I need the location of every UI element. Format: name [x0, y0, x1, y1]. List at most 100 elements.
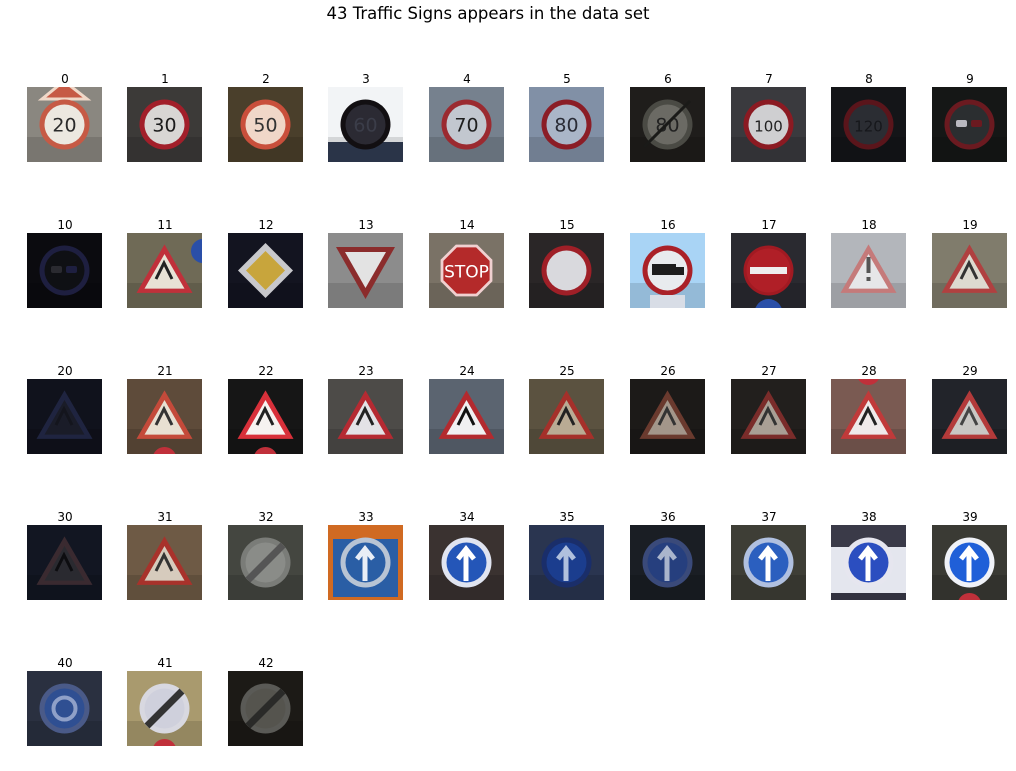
sign-image-4: 70	[429, 87, 504, 162]
sign-class-label: 38	[861, 510, 877, 524]
sign-cell-29: 29	[932, 363, 1008, 454]
sign-class-label: 8	[865, 72, 873, 86]
sign-class-label: 23	[358, 364, 374, 378]
sign-cell-0: 0 20	[27, 71, 103, 162]
svg-text:50: 50	[253, 115, 277, 137]
sign-class-label: 26	[660, 364, 676, 378]
sign-cell-12: 12	[228, 217, 304, 308]
sign-thumbnail	[731, 379, 806, 454]
sign-cell-41: 41	[127, 655, 203, 746]
sign-class-label: 11	[157, 218, 173, 232]
sign-thumbnail	[529, 525, 604, 600]
sign-cell-1: 1 30	[127, 71, 203, 162]
sign-thumbnail	[328, 525, 403, 600]
sign-cell-23: 23	[328, 363, 404, 454]
sign-thumbnail	[127, 379, 202, 454]
sign-thumbnail	[127, 233, 202, 308]
sign-class-label: 24	[459, 364, 475, 378]
sign-class-label: 6	[664, 72, 672, 86]
sign-thumbnail	[328, 379, 403, 454]
sign-cell-24: 24	[429, 363, 505, 454]
sign-thumbnail	[932, 233, 1007, 308]
sign-class-label: 39	[962, 510, 978, 524]
sign-cell-7: 7 100	[731, 71, 807, 162]
sign-image-31	[127, 525, 202, 600]
sign-image-21	[127, 379, 202, 454]
sign-class-label: 33	[358, 510, 374, 524]
sign-cell-39: 39	[932, 509, 1008, 600]
sign-class-label: 17	[761, 218, 777, 232]
svg-text:60: 60	[353, 115, 377, 137]
sign-thumbnail	[127, 671, 202, 746]
sign-image-6: 80	[630, 87, 705, 162]
sign-image-5: 80	[529, 87, 604, 162]
sign-image-26	[630, 379, 705, 454]
sign-class-label: 9	[966, 72, 974, 86]
sign-cell-2: 2 50	[228, 71, 304, 162]
sign-image-40	[27, 671, 102, 746]
sign-cell-17: 17	[731, 217, 807, 308]
sign-image-9	[932, 87, 1007, 162]
sign-cell-30: 30	[27, 509, 103, 600]
sign-image-0: 20	[27, 87, 102, 162]
sign-thumbnail	[831, 525, 906, 600]
sign-image-16	[630, 233, 705, 308]
sign-cell-16: 16	[630, 217, 706, 308]
sign-thumbnail	[731, 233, 806, 308]
sign-thumbnail	[932, 87, 1007, 162]
sign-cell-19: 19	[932, 217, 1008, 308]
sign-thumbnail: 100	[731, 87, 806, 162]
sign-class-label: 19	[962, 218, 978, 232]
sign-thumbnail: 20	[27, 87, 102, 162]
sign-image-32	[228, 525, 303, 600]
sign-thumbnail	[27, 233, 102, 308]
sign-class-label: 31	[157, 510, 173, 524]
sign-cell-10: 10	[27, 217, 103, 308]
sign-image-30	[27, 525, 102, 600]
sign-thumbnail	[228, 379, 303, 454]
sign-image-2: 50	[228, 87, 303, 162]
sign-class-label: 29	[962, 364, 978, 378]
sign-class-label: 16	[660, 218, 676, 232]
sign-image-24	[429, 379, 504, 454]
sign-cell-22: 22	[228, 363, 304, 454]
svg-text:30: 30	[152, 115, 176, 137]
sign-image-39	[932, 525, 1007, 600]
sign-image-17	[731, 233, 806, 308]
sign-image-41	[127, 671, 202, 746]
sign-class-label: 27	[761, 364, 777, 378]
sign-image-11	[127, 233, 202, 308]
sign-class-label: 13	[358, 218, 374, 232]
sign-image-37	[731, 525, 806, 600]
sign-thumbnail	[630, 233, 705, 308]
sign-image-36	[630, 525, 705, 600]
sign-class-label: 18	[861, 218, 877, 232]
sign-class-label: 22	[258, 364, 274, 378]
sign-image-15	[529, 233, 604, 308]
sign-cell-31: 31	[127, 509, 203, 600]
sign-class-label: 14	[459, 218, 475, 232]
sign-cell-37: 37	[731, 509, 807, 600]
sign-class-label: 28	[861, 364, 877, 378]
sign-image-35	[529, 525, 604, 600]
sign-class-label: 37	[761, 510, 777, 524]
sign-class-label: 3	[362, 72, 370, 86]
sign-class-label: 36	[660, 510, 676, 524]
sign-image-1: 30	[127, 87, 202, 162]
figure-title: 43 Traffic Signs appears in the data set	[326, 4, 650, 23]
sign-cell-40: 40	[27, 655, 103, 746]
sign-thumbnail: STOP	[429, 233, 504, 308]
sign-cell-38: 38	[831, 509, 907, 600]
sign-cell-42: 42	[228, 655, 304, 746]
sign-class-label: 34	[459, 510, 475, 524]
sign-cell-4: 4 70	[429, 71, 505, 162]
sign-thumbnail: 70	[429, 87, 504, 162]
sign-class-label: 2	[262, 72, 270, 86]
sign-class-label: 42	[258, 656, 274, 670]
sign-image-10	[27, 233, 102, 308]
sign-thumbnail: 80	[529, 87, 604, 162]
sign-image-12	[228, 233, 303, 308]
sign-thumbnail	[529, 233, 604, 308]
sign-thumbnail	[27, 671, 102, 746]
svg-text:80: 80	[554, 115, 578, 137]
